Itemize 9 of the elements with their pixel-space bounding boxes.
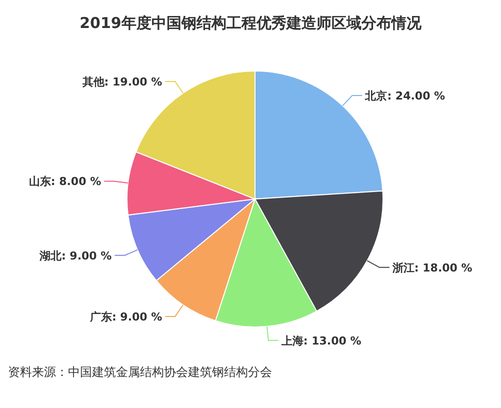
slice-label: 山东: 8.00 % bbox=[28, 175, 102, 188]
slice-label: 北京: 24.00 % bbox=[364, 89, 446, 102]
slice-label: 浙江: 18.00 % bbox=[391, 261, 472, 274]
slice-label: 上海: 13.00 % bbox=[280, 334, 362, 348]
slice-label: 湖北: 9.00 % bbox=[38, 249, 112, 262]
slice-label: 其他: 19.00 % bbox=[81, 76, 162, 89]
chart-title: 2019年度中国钢结构工程优秀建造师区域分布情况 bbox=[78, 13, 422, 34]
slice-label: 广东: 9.00 % bbox=[88, 310, 162, 324]
text: 资料来源：中国建筑金属结构协会建筑钢结构分会 bbox=[8, 364, 273, 381]
